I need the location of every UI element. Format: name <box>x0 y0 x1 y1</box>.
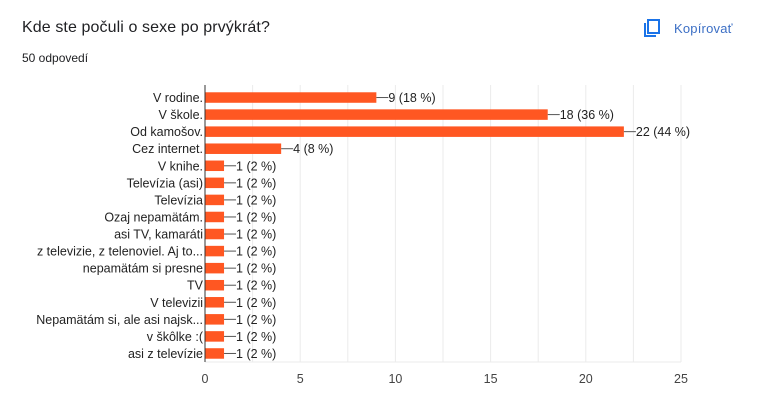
category-label: V televizii <box>150 296 203 310</box>
x-tick-label: 10 <box>388 372 402 386</box>
value-label: 1 (2 %) <box>236 313 276 327</box>
x-tick-label: 20 <box>579 372 593 386</box>
value-label: 1 (2 %) <box>236 296 276 310</box>
category-label: Od kamošov. <box>130 125 203 139</box>
value-label: 1 (2 %) <box>236 176 276 190</box>
category-label: asi z televízie <box>128 347 203 361</box>
value-label: 1 (2 %) <box>236 193 276 207</box>
bar <box>205 297 225 308</box>
category-label: asi TV, kamaráti <box>114 228 203 242</box>
category-label: V rodine. <box>153 91 203 105</box>
bar <box>205 314 225 325</box>
page-title: Kde ste počuli o sexe po prvýkrát? <box>22 19 270 36</box>
bar <box>205 160 225 172</box>
value-label: 1 (2 %) <box>236 159 276 173</box>
x-tick-label: 5 <box>297 372 304 386</box>
category-label: nepamätám si presne <box>83 262 203 276</box>
category-label: TV <box>187 279 204 293</box>
bar <box>205 211 225 223</box>
value-label: 1 (2 %) <box>236 245 276 259</box>
bar <box>205 228 225 240</box>
category-labels: V rodine. V škole. Od kamošov. Cez internet… <box>36 91 204 361</box>
value-label: 1 (2 %) <box>236 330 276 344</box>
category-label: z televizie, z telenoviel. Aj to... <box>37 245 203 259</box>
bar <box>205 177 225 189</box>
x-axis-ticks: 0 5 10 15 20 25 <box>202 372 688 386</box>
value-label: 9 (18 %) <box>388 91 435 105</box>
bar <box>205 126 624 137</box>
bar <box>205 348 225 359</box>
x-tick-label: 25 <box>674 372 688 386</box>
category-label: Televízia (asi) <box>127 176 203 190</box>
copy-icon <box>644 19 660 37</box>
value-label: 4 (8 %) <box>293 142 333 156</box>
category-label: Ozaj nepamätám. <box>104 210 203 224</box>
copy-button-label: Kopírovať <box>674 20 733 36</box>
category-label: V škole. <box>159 108 203 122</box>
category-label: Televízia <box>154 193 203 207</box>
value-labels: 9 (18 %) 18 (36 %) 22 (44 %) 4 (8 %) 1 (2 %)… <box>224 91 690 361</box>
value-label: 1 (2 %) <box>236 279 276 293</box>
bar <box>205 279 225 291</box>
bar <box>205 143 282 154</box>
x-tick-label: 0 <box>202 372 209 386</box>
bar <box>205 194 225 206</box>
value-label: 1 (2 %) <box>236 262 276 276</box>
value-label: 1 (2 %) <box>236 210 276 224</box>
value-label: 18 (36 %) <box>560 108 614 122</box>
bar <box>205 331 225 342</box>
bar <box>205 262 225 274</box>
x-tick-label: 15 <box>484 372 498 386</box>
category-label: V knihe. <box>158 159 203 173</box>
value-label: 1 (2 %) <box>236 228 276 242</box>
category-label: Nepamätám si, ale asi najsk... <box>36 313 203 327</box>
bar <box>205 109 548 120</box>
bars <box>205 92 624 359</box>
bar <box>205 245 225 257</box>
value-label: 1 (2 %) <box>236 347 276 361</box>
response-count: 50 odpovedí <box>22 51 89 65</box>
category-label: Cez internet. <box>132 142 203 156</box>
value-label: 22 (44 %) <box>636 125 690 139</box>
bar <box>205 92 377 103</box>
copy-button[interactable]: Kopírovať <box>636 14 739 42</box>
category-label: v škôlke :( <box>147 330 204 344</box>
